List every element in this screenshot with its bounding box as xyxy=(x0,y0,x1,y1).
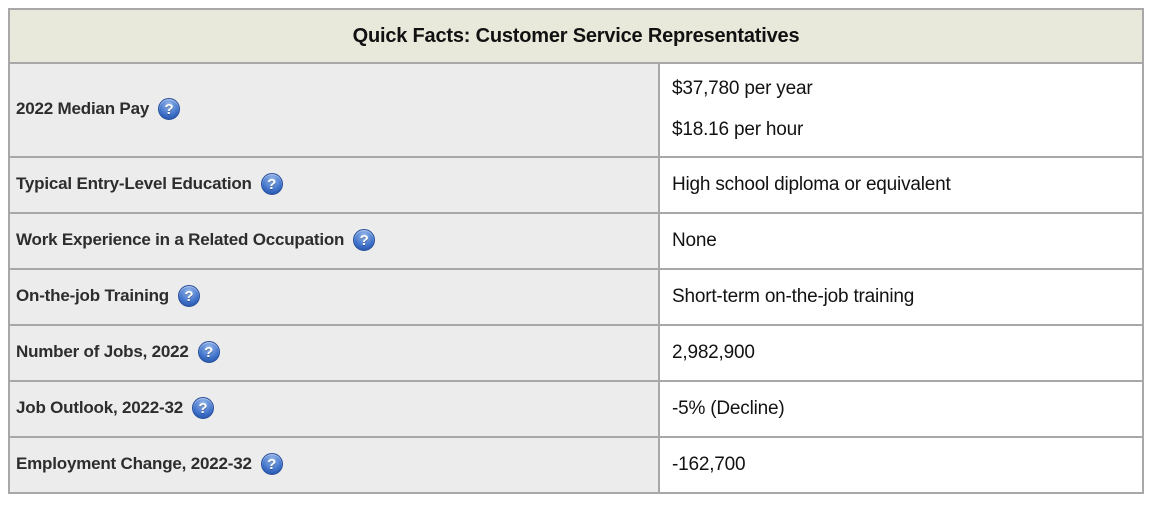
row-value-cell: High school diploma or equivalent xyxy=(658,156,1144,214)
table-header-row: Quick Facts: Customer Service Representa… xyxy=(8,8,1144,64)
table-row-employment-change: Employment Change, 2022-32? -162,700 xyxy=(8,436,1144,494)
row-label-cell: Work Experience in a Related Occupation? xyxy=(8,212,660,270)
row-value: $37,780 per year xyxy=(672,78,813,100)
row-label-cell: On-the-job Training? xyxy=(8,268,660,326)
help-icon[interactable]: ? xyxy=(260,173,283,195)
quick-facts-panel: Quick Facts: Customer Service Representa… xyxy=(8,8,1144,494)
table-title: Quick Facts: Customer Service Representa… xyxy=(8,8,1144,64)
row-label: Employment Change, 2022-32 xyxy=(16,454,252,474)
row-label-cell: Employment Change, 2022-32? xyxy=(8,436,660,494)
row-label: Number of Jobs, 2022 xyxy=(16,342,189,362)
row-label: Job Outlook, 2022-32 xyxy=(16,398,183,418)
help-icon[interactable]: ? xyxy=(197,341,220,363)
row-label-cell: Number of Jobs, 2022? xyxy=(8,324,660,382)
table-row-median-pay: 2022 Median Pay? $37,780 per year $18.16… xyxy=(8,62,1144,158)
row-value: High school diploma or equivalent xyxy=(672,173,951,195)
row-value-cell: -162,700 xyxy=(658,436,1144,494)
row-value: -5% (Decline) xyxy=(672,397,785,419)
row-label: On-the-job Training xyxy=(16,286,169,306)
table-row-job-outlook: Job Outlook, 2022-32? -5% (Decline) xyxy=(8,380,1144,438)
row-value: -162,700 xyxy=(672,453,746,475)
table-row-work-experience: Work Experience in a Related Occupation?… xyxy=(8,212,1144,270)
row-value: Short-term on-the-job training xyxy=(672,285,915,307)
table-row-number-of-jobs: Number of Jobs, 2022? 2,982,900 xyxy=(8,324,1144,382)
row-value-cell: Short-term on-the-job training xyxy=(658,268,1144,326)
help-icon[interactable]: ? xyxy=(158,98,181,120)
help-icon[interactable]: ? xyxy=(260,453,283,475)
row-value-cell: -5% (Decline) xyxy=(658,380,1144,438)
row-label-cell: 2022 Median Pay? xyxy=(8,62,660,158)
row-value: $18.16 per hour xyxy=(672,119,804,140)
row-label-cell: Typical Entry-Level Education? xyxy=(8,156,660,214)
row-label: 2022 Median Pay xyxy=(16,99,150,119)
help-icon[interactable]: ? xyxy=(192,397,214,419)
row-value-cell: None xyxy=(658,212,1144,270)
row-value: 2,982,900 xyxy=(672,341,755,363)
row-label: Work Experience in a Related Occupation xyxy=(16,230,345,250)
help-icon[interactable]: ? xyxy=(177,285,200,307)
row-value-cell: 2,982,900 xyxy=(658,324,1144,382)
row-label: Typical Entry-Level Education xyxy=(16,174,252,194)
quick-facts-table: Quick Facts: Customer Service Representa… xyxy=(8,8,1144,494)
row-value: None xyxy=(672,229,717,251)
row-value-cell: $37,780 per year $18.16 per hour xyxy=(658,62,1144,158)
help-icon[interactable]: ? xyxy=(353,229,376,251)
table-row-training: On-the-job Training? Short-term on-the-j… xyxy=(8,268,1144,326)
row-label-cell: Job Outlook, 2022-32? xyxy=(8,380,660,438)
table-row-education: Typical Entry-Level Education? High scho… xyxy=(8,156,1144,214)
